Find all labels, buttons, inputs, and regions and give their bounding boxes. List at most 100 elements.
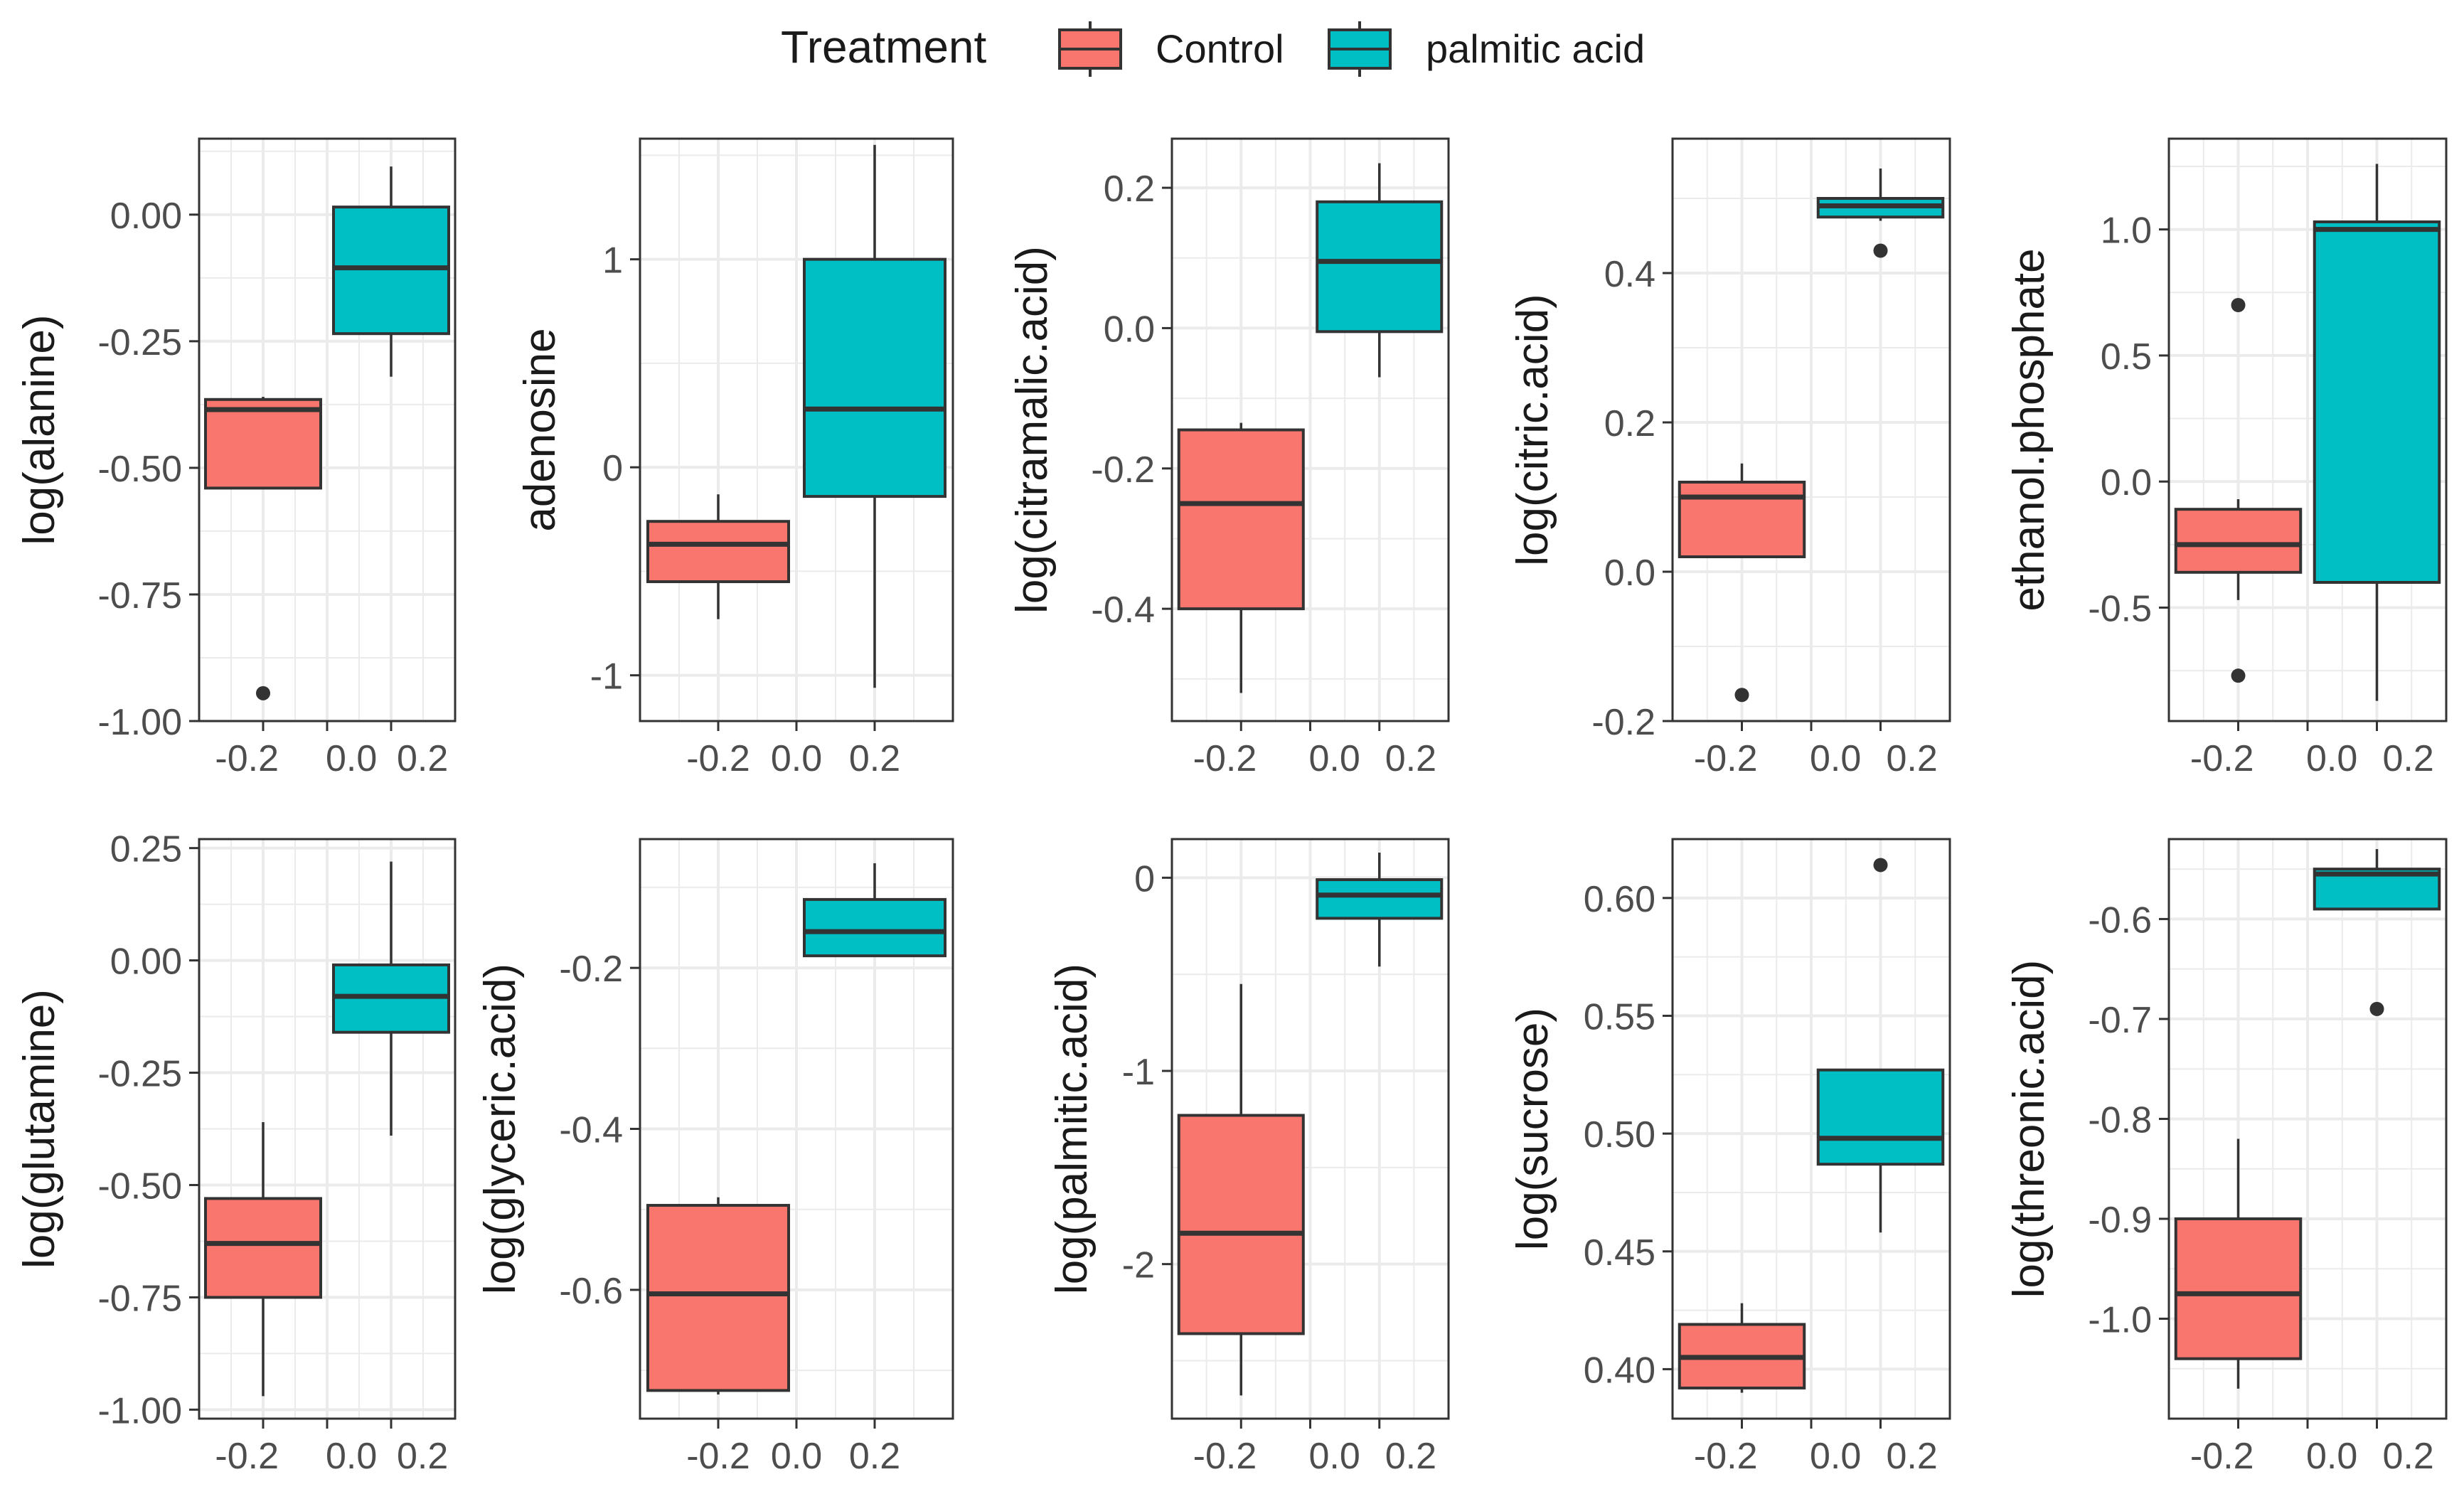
box-control bbox=[204, 1122, 322, 1397]
y-tick-label: 0.00 bbox=[110, 941, 182, 983]
y-tick-label: 0.45 bbox=[1584, 1232, 1655, 1274]
panel-4: 0.4 0.2 0.0 -0.2 -0.2 0.0 0.2 log(citric.acid) bbox=[1508, 137, 1951, 779]
y-tick-label: -0.25 bbox=[97, 322, 182, 363]
y-tick-label: -0.4 bbox=[559, 1110, 623, 1151]
outlier-point bbox=[2231, 298, 2246, 312]
x-tick-label: -0.2 bbox=[686, 738, 750, 779]
x-tick-label: 0.0 bbox=[1810, 738, 1861, 779]
box-control bbox=[1678, 1303, 1806, 1393]
box-control bbox=[2174, 298, 2303, 683]
x-tick-label: 0.0 bbox=[771, 738, 822, 779]
y-axis-label: ethanol.phosphate bbox=[2005, 248, 2054, 611]
box-iqr bbox=[1816, 1068, 1945, 1166]
x-tick-label: 0.2 bbox=[2383, 1436, 2434, 1477]
outlier-point bbox=[256, 686, 270, 700]
y-tick-label: 0.25 bbox=[110, 829, 182, 870]
y-axis-label: log(glyceric.acid) bbox=[476, 964, 525, 1294]
y-tick-label: 0.2 bbox=[1604, 403, 1655, 444]
y-axis-label: adenosine bbox=[516, 328, 565, 531]
legend-label-control: Control bbox=[1156, 26, 1284, 71]
box-control bbox=[646, 494, 790, 619]
box-iqr bbox=[2174, 508, 2303, 574]
box-palmitic-acid bbox=[803, 144, 946, 688]
y-tick-label: -1 bbox=[590, 656, 623, 698]
y-tick-label: -0.2 bbox=[559, 949, 623, 990]
outlier-point bbox=[1734, 688, 1749, 703]
x-tick-label: 0.2 bbox=[849, 1436, 900, 1477]
x-tick-label: -0.2 bbox=[215, 1436, 279, 1477]
y-tick-label: -0.5 bbox=[2088, 588, 2152, 629]
box-iqr bbox=[803, 257, 946, 498]
box-palmitic-acid bbox=[332, 166, 450, 377]
y-tick-label: 0.0 bbox=[1604, 553, 1655, 594]
x-tick-label: -0.2 bbox=[1694, 738, 1758, 779]
y-tick-label: 0.5 bbox=[2101, 336, 2152, 378]
panel-9: 0.60 0.55 0.50 0.45 0.40 -0.2 0.0 0.2 log(sucros… bbox=[1508, 838, 1951, 1477]
x-tick-label: 0.2 bbox=[1887, 738, 1938, 779]
box-control bbox=[1678, 463, 1806, 703]
x-tick-label: -0.2 bbox=[2190, 1436, 2254, 1477]
y-tick-label: 0.4 bbox=[1604, 254, 1655, 295]
box-iqr bbox=[332, 206, 450, 336]
y-tick-label: -1.00 bbox=[97, 702, 182, 743]
legend-entry-control: Control bbox=[1058, 21, 1284, 77]
x-tick-label: 0.2 bbox=[1385, 738, 1436, 779]
y-tick-label: 0.60 bbox=[1584, 879, 1655, 920]
x-tick-label: 0.0 bbox=[771, 1436, 822, 1477]
y-tick-label: 1 bbox=[602, 240, 623, 282]
y-tick-label: -0.25 bbox=[97, 1054, 182, 1095]
box-iqr bbox=[646, 520, 790, 584]
y-tick-label: -0.2 bbox=[1091, 449, 1155, 491]
panel-2: 1 0 -1 -0.2 0.0 0.2 adenosine bbox=[516, 137, 954, 779]
x-tick-label: 0.0 bbox=[1810, 1436, 1861, 1477]
y-tick-label: -0.9 bbox=[2088, 1200, 2152, 1241]
y-tick-label: 0.0 bbox=[2101, 462, 2152, 503]
panel-10: -0.6 -0.7 -0.8 -0.9 -1.0 -0.2 0.0 0.2 log(threon… bbox=[2005, 838, 2448, 1477]
y-tick-label: -0.4 bbox=[1091, 590, 1155, 631]
y-tick-label: -1.00 bbox=[97, 1390, 182, 1431]
x-tick-label: -0.2 bbox=[1193, 738, 1257, 779]
box-iqr bbox=[1678, 481, 1806, 558]
box-palmitic-acid bbox=[1316, 853, 1444, 967]
box-palmitic-acid bbox=[1816, 858, 1945, 1233]
box-control bbox=[1177, 983, 1305, 1396]
panels: 0.00-0.25-0.50-0.75-1.00-0.2 0.0 0.2log(al… bbox=[15, 137, 2448, 1477]
box-palmitic-acid bbox=[1316, 163, 1444, 378]
y-tick-label: 0.40 bbox=[1584, 1350, 1655, 1391]
y-tick-label: 0.55 bbox=[1584, 996, 1655, 1037]
box-palmitic-acid bbox=[332, 861, 450, 1136]
outlier-point bbox=[2231, 668, 2246, 683]
y-tick-label: 0.00 bbox=[110, 196, 182, 237]
box-iqr bbox=[204, 1197, 322, 1299]
y-tick-label: -0.6 bbox=[559, 1271, 623, 1312]
x-tick-label: -0.2 bbox=[2190, 738, 2254, 779]
y-tick-label: 0.50 bbox=[1584, 1114, 1655, 1156]
x-tick-label: -0.2 bbox=[1193, 1436, 1257, 1477]
outlier-point bbox=[1873, 858, 1888, 873]
panel-5: 1.0 0.5 0.0 -0.5 -0.2 0.0 0.2 ethanol.phosphate bbox=[2005, 137, 2448, 779]
y-tick-label: -0.7 bbox=[2088, 1000, 2152, 1041]
x-tick-label: 0.2 bbox=[397, 1436, 448, 1477]
y-tick-label: 1.0 bbox=[2101, 210, 2152, 252]
y-tick-label: -1 bbox=[1122, 1052, 1155, 1093]
x-tick-label: 0.0 bbox=[2306, 1436, 2357, 1477]
y-tick-label: -0.8 bbox=[2088, 1099, 2152, 1141]
x-tick-label: 0.0 bbox=[1309, 738, 1360, 779]
legend: Treatment Control palmitic acid bbox=[781, 21, 1645, 77]
panel-8: 0 -1 -2 -0.2 0.0 0.2 log(palmitic.acid) bbox=[1047, 838, 1450, 1477]
x-tick-label: 0.0 bbox=[2306, 738, 2357, 779]
x-tick-label: -0.2 bbox=[1694, 1436, 1758, 1477]
x-tick-label: -0.2 bbox=[215, 738, 279, 779]
y-axis-label: log(sucrose) bbox=[1508, 1008, 1557, 1250]
y-axis-label: log(alanine) bbox=[15, 315, 64, 545]
x-tick-label: 0.2 bbox=[2383, 738, 2434, 779]
box-control bbox=[204, 397, 322, 700]
x-tick-label: 0.2 bbox=[1887, 1436, 1938, 1477]
y-tick-label: 0 bbox=[1134, 858, 1155, 900]
box-iqr bbox=[2313, 220, 2441, 584]
box-iqr bbox=[1316, 200, 1444, 334]
box-palmitic-acid bbox=[803, 863, 946, 958]
box-control bbox=[2174, 1138, 2303, 1389]
x-tick-label: 0.2 bbox=[1385, 1436, 1436, 1477]
